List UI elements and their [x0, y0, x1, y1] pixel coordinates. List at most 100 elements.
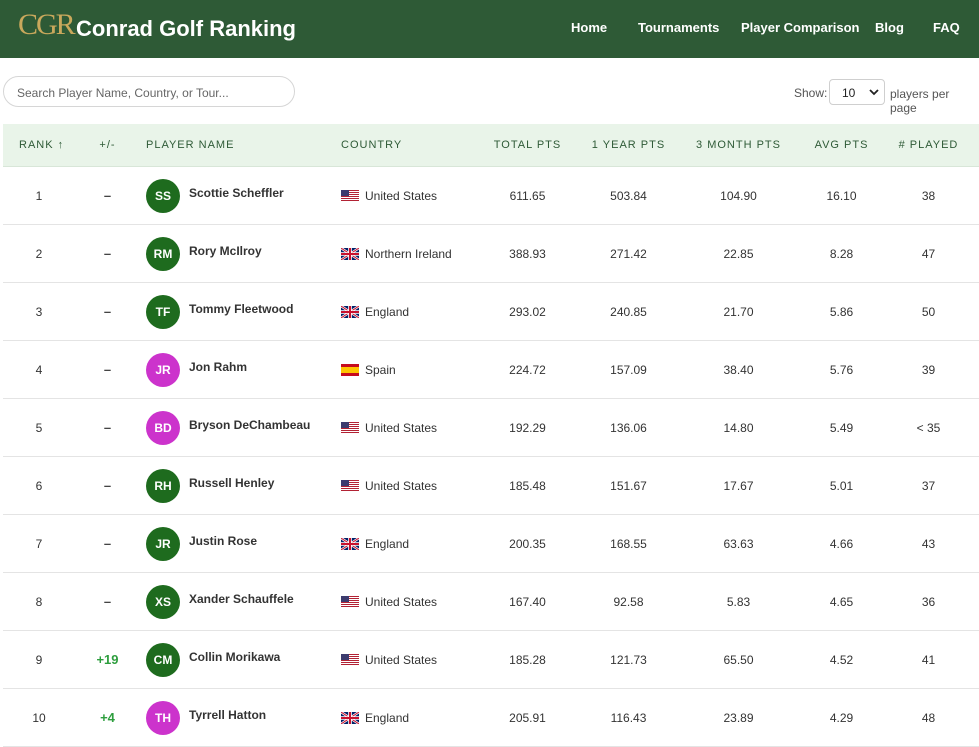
year-value: 503.84 — [585, 166, 672, 225]
nav-link[interactable]: FAQ — [933, 20, 960, 35]
total-value: 167.40 — [470, 572, 585, 631]
player-cell: JR Jon Rahm — [140, 340, 338, 399]
country: United States — [365, 188, 438, 203]
column-header[interactable]: 1 YEAR PTS — [585, 124, 672, 167]
avg-value: 4.66 — [805, 514, 878, 573]
country: England — [365, 536, 410, 551]
logo[interactable]: CGR — [18, 8, 76, 41]
player-name[interactable]: Russell Henley — [189, 475, 275, 490]
player-row[interactable]: 2– RM Rory McIlroy Northern Ireland 388.93 27… — [3, 224, 979, 283]
chevron — [869, 89, 879, 96]
player-cell: SS Scottie Scheffler — [140, 166, 338, 225]
column-header[interactable]: PLAYER NAME — [140, 124, 338, 167]
year-value: 136.06 — [585, 398, 672, 457]
rank-change: – — [75, 398, 140, 457]
rank-change: – — [75, 514, 140, 573]
player-row[interactable]: 6– RH Russell Henley United States 185.48 151… — [3, 456, 979, 515]
player-name[interactable]: Justin Rose — [189, 533, 258, 548]
flag — [340, 246, 360, 261]
flag — [340, 536, 360, 551]
player-row[interactable]: 10 +4 TH Tyrrell Hatton England 205.91 116.43 2… — [3, 688, 979, 747]
flag — [341, 363, 359, 376]
player-name[interactable]: Tyrrell Hatton — [189, 707, 267, 722]
year-value: 92.58 — [585, 572, 672, 631]
player-row[interactable]: 7– JR Justin Rose England 200.35 168.55 63.63 4… — [3, 514, 979, 573]
rank: 6 — [3, 456, 75, 515]
column-header[interactable]: AVG PTS — [805, 124, 878, 167]
year-value: 271.42 — [585, 224, 672, 283]
player-row[interactable]: 3– TF Tommy Fleetwood England 293.02 240.85 21… — [3, 282, 979, 341]
player-name[interactable]: Tommy Fleetwood — [189, 301, 294, 316]
country-cell: England — [338, 282, 470, 341]
played-value: 47 — [878, 224, 979, 283]
player-row[interactable]: 5– BD Bryson DeChambeau United States 192.29… — [3, 398, 979, 457]
flag — [340, 304, 360, 319]
player-name[interactable]: Scottie Scheffler — [189, 185, 284, 200]
country-cell: England — [338, 688, 470, 747]
rank-change: – — [75, 224, 140, 283]
total-value: 611.65 — [470, 166, 585, 225]
column-header[interactable]: # PLAYED — [878, 124, 979, 167]
player-row[interactable]: 4– JR Jon Rahm Spain 224.72 157.09 38.40 5.76 39 — [3, 340, 979, 399]
search-placeholder: Search Player Name, Country, or Tour... — [17, 86, 229, 100]
avatar: TF — [146, 294, 180, 329]
avatar: CM — [146, 642, 180, 677]
rank-change: – — [75, 282, 140, 341]
total-value: 224.72 — [470, 340, 585, 399]
month-value: 5.83 — [672, 572, 805, 631]
nav-link[interactable]: Tournaments — [638, 20, 720, 35]
year-value: 168.55 — [585, 514, 672, 573]
nav-link[interactable]: Blog — [875, 20, 904, 35]
site-title[interactable]: Conrad Golf Ranking — [76, 16, 296, 41]
played-value: 37 — [878, 456, 979, 515]
player-cell: JR Justin Rose — [140, 514, 338, 573]
month-value: 63.63 — [672, 514, 805, 573]
player-row[interactable]: 9 +19 CM Collin Morikawa United States 185.28… — [3, 630, 979, 689]
rank-change: – — [75, 456, 140, 515]
column-header[interactable]: COUNTRY — [338, 124, 470, 167]
player-name[interactable]: Xander Schauffele — [189, 591, 294, 606]
country: United States — [365, 594, 438, 609]
column-header[interactable]: TOTAL PTS — [470, 124, 585, 167]
country-cell: United States — [338, 572, 470, 631]
flag — [341, 421, 359, 434]
player-row[interactable]: 8– XS Xander Schauffele United States 167.40… — [3, 572, 979, 631]
played-value: < 35 — [878, 398, 979, 457]
rank-change: +4 — [75, 688, 140, 747]
player-name[interactable]: Jon Rahm — [189, 359, 248, 374]
year-value: 121.73 — [585, 630, 672, 689]
rank: 4 — [3, 340, 75, 399]
avatar: TH — [146, 700, 180, 735]
flag — [341, 479, 359, 492]
country-cell: United States — [338, 456, 470, 515]
player-name[interactable]: Bryson DeChambeau — [189, 417, 311, 432]
player-cell: RM Rory McIlroy — [140, 224, 338, 283]
column-header[interactable]: 3 MONTH PTS — [672, 124, 805, 167]
played-value: 43 — [878, 514, 979, 573]
search-box[interactable]: Search Player Name, Country, or Tour... — [3, 76, 295, 107]
rank-change: – — [75, 572, 140, 631]
country-cell: United States — [338, 166, 470, 225]
avatar: RH — [146, 468, 180, 503]
player-name[interactable]: Rory McIlroy — [189, 243, 262, 258]
per-page-suffix: players per page — [890, 87, 950, 115]
player-row[interactable]: 1– SS Scottie Scheffler United States 611.65… — [3, 166, 979, 225]
column-header[interactable]: +/- — [75, 124, 140, 167]
nav-link[interactable]: Home — [571, 20, 608, 35]
month-value: 104.90 — [672, 166, 805, 225]
avg-value: 8.28 — [805, 224, 878, 283]
rank: 5 — [3, 398, 75, 457]
nav-link[interactable]: Player Comparison — [741, 20, 860, 35]
played-value: 41 — [878, 630, 979, 689]
avatar: XS — [146, 584, 180, 619]
player-cell: BD Bryson DeChambeau — [140, 398, 338, 457]
column-header[interactable]: RANK ↑ — [3, 124, 75, 167]
played-value: 39 — [878, 340, 979, 399]
country-cell: United States — [338, 398, 470, 457]
player-name[interactable]: Collin Morikawa — [189, 649, 281, 664]
country: Northern Ireland — [365, 246, 452, 261]
country-cell: Northern Ireland — [338, 224, 470, 283]
per-page-select[interactable]: 10 — [829, 79, 885, 105]
rank: 9 — [3, 630, 75, 689]
rank: 8 — [3, 572, 75, 631]
